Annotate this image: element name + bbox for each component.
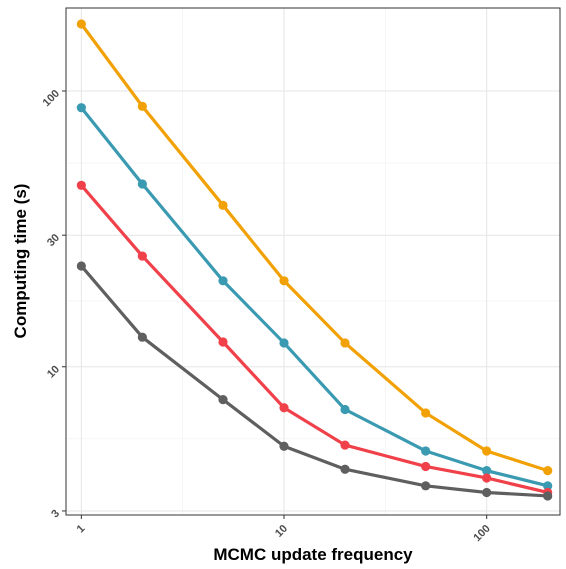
data-point-series-2 — [482, 466, 492, 476]
data-point-series-1 — [340, 338, 350, 348]
data-point-series-1 — [137, 101, 147, 111]
data-point-series-3 — [218, 337, 228, 347]
data-point-series-1 — [279, 276, 289, 286]
data-point-series-2 — [279, 338, 289, 348]
data-point-series-3 — [482, 473, 492, 483]
series-lines — [79, 22, 550, 498]
grid-lines — [66, 8, 560, 515]
data-point-series-1 — [218, 200, 228, 210]
data-point-series-2 — [340, 404, 350, 415]
axis-ticks — [62, 90, 488, 519]
series-line-2 — [79, 106, 550, 488]
data-point-series-4 — [421, 481, 431, 491]
data-point-series-4 — [279, 441, 289, 451]
data-point-series-4 — [76, 261, 86, 271]
data-point-series-4 — [218, 395, 228, 405]
data-point-series-1 — [421, 408, 431, 418]
data-point-series-2 — [218, 276, 228, 286]
data-point-series-4 — [137, 332, 147, 342]
data-point-series-1 — [482, 446, 492, 456]
data-point-series-2 — [421, 446, 431, 456]
y-axis-title: Computing time (s) — [11, 184, 30, 339]
data-point-series-4 — [340, 464, 350, 474]
data-point-series-1 — [76, 19, 86, 29]
data-point-series-3 — [279, 403, 289, 413]
data-point-series-2 — [543, 481, 553, 491]
x-axis-title: MCMC update frequency — [213, 545, 413, 564]
data-point-series-3 — [421, 461, 431, 472]
data-point-series-1 — [543, 466, 553, 476]
data-point-series-2 — [137, 179, 147, 189]
data-point-series-3 — [76, 180, 86, 190]
data-point-series-4 — [482, 487, 492, 498]
series-line-3 — [79, 183, 550, 495]
plot-panel-border — [65, 7, 561, 516]
data-point-series-2 — [76, 103, 86, 113]
data-points — [76, 19, 553, 501]
series-line-4 — [79, 264, 550, 498]
data-point-series-3 — [340, 440, 350, 450]
series-line-1 — [79, 22, 550, 473]
data-point-series-3 — [137, 251, 147, 261]
data-point-series-4 — [543, 491, 553, 501]
